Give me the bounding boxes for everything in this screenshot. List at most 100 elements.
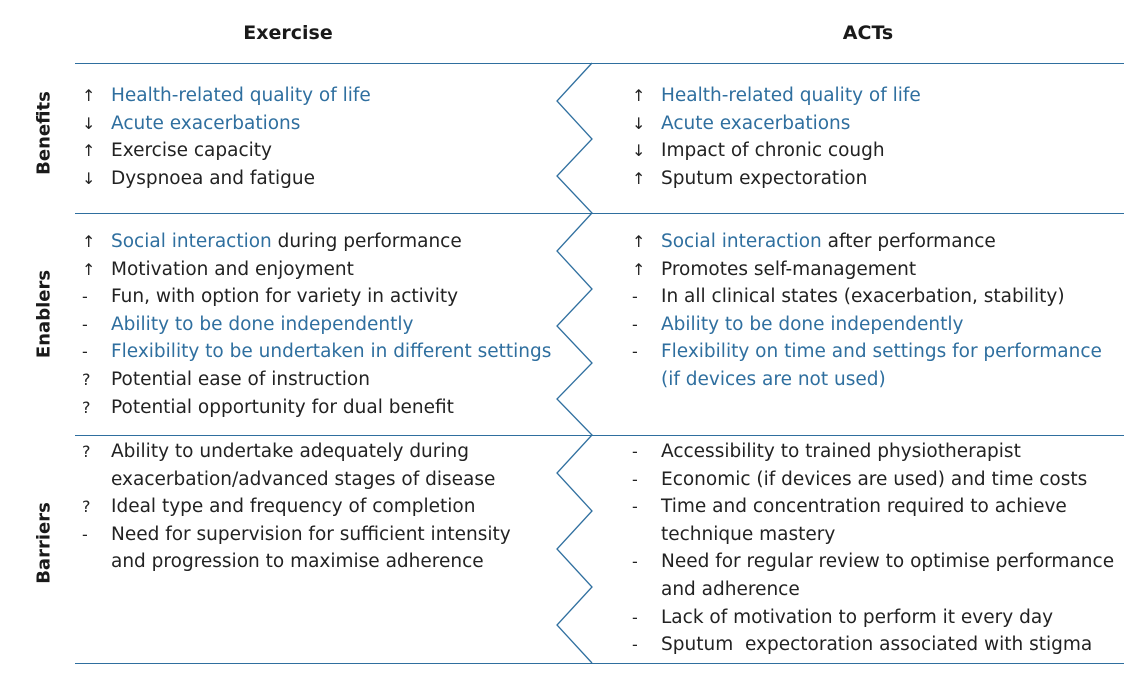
item-marker: - — [632, 287, 638, 307]
item-highlight-text: Social interaction — [661, 231, 822, 252]
list-item: - Accessibility to trained physiotherapis… — [630, 438, 1114, 466]
item-text: Motivation and enjoyment — [111, 258, 354, 280]
list-item: - Flexibility on time and settings for pe… — [630, 338, 1102, 366]
list-item: ? Ideal type and frequency of completion — [80, 493, 511, 521]
item-highlight-text: Health-related quality of life — [111, 85, 371, 106]
item-marker: - — [632, 314, 638, 334]
list-item: ↑ Promotes self-management — [630, 256, 1102, 284]
item-text: and progression to maximise adherence — [111, 551, 484, 573]
item-text: exacerbation/advanced stages of disease — [111, 468, 496, 490]
enablers-acts-list: ↑ Social interaction after performance ↑ Pr… — [630, 228, 1102, 394]
list-item: exacerbation/advanced stages of disease — [80, 466, 511, 494]
item-marker: ? — [82, 397, 91, 417]
item-text: technique mastery — [661, 523, 836, 545]
item-text: Ideal type and frequency of completion — [111, 496, 476, 518]
item-text: Fun, with option for variety in activity — [111, 286, 459, 308]
item-highlight-text: Social interaction — [111, 231, 272, 252]
list-item: - Time and concentration required to achi… — [630, 493, 1114, 521]
list-item: ↑ Health-related quality of life — [630, 82, 921, 110]
list-item: ↑ Social interaction during performance — [80, 228, 551, 256]
list-item: - Need for regular review to optimise per… — [630, 548, 1114, 576]
list-item: ? Potential ease of instruction — [80, 366, 551, 394]
item-marker: ↓ — [632, 113, 646, 133]
list-item: - Sputum expectoration associated with st… — [630, 631, 1114, 659]
item-marker: ↓ — [82, 168, 96, 188]
rule-benefits-enablers — [75, 213, 1124, 214]
item-highlight-text: Acute exacerbations — [661, 112, 851, 134]
item-marker: - — [82, 524, 88, 544]
item-marker: ? — [82, 497, 91, 517]
list-item: - Lack of motivation to perform it every … — [630, 604, 1114, 632]
item-marker: ? — [82, 369, 91, 389]
list-item: - Flexibility to be undertaken in differe… — [80, 338, 551, 366]
list-item: - Ability to be done independently — [80, 311, 551, 339]
item-text: and adherence — [661, 578, 800, 600]
list-item: - In all clinical states (exacerbation, s… — [630, 283, 1102, 311]
column-header-exercise: Exercise — [243, 22, 333, 44]
list-item: ↑ Social interaction after performance — [630, 228, 1102, 256]
list-item: - Ability to be done independently — [630, 311, 1102, 339]
row-label-barriers: Barriers — [33, 502, 55, 584]
item-marker: ↓ — [82, 113, 96, 133]
item-text: during performance — [271, 231, 462, 252]
barriers-acts-list: - Accessibility to trained physiotherapis… — [630, 438, 1114, 659]
item-marker: - — [632, 497, 638, 517]
benefits-acts-list: ↑ Health-related quality of life ↓ Acute ex… — [630, 82, 921, 192]
list-item: ? Ability to undertake adequately during — [80, 438, 511, 466]
item-marker: ↑ — [632, 259, 646, 279]
item-text: after performance — [821, 231, 996, 252]
item-text: Accessibility to trained physiotherapist — [661, 441, 1021, 462]
list-item: and adherence — [630, 576, 1114, 604]
item-marker: - — [632, 442, 638, 461]
row-label-enablers: Enablers — [33, 269, 55, 359]
list-item: - Fun, with option for variety in activit… — [80, 283, 551, 311]
item-marker: ? — [82, 442, 91, 461]
item-marker: - — [82, 342, 88, 362]
item-text: Potential ease of instruction — [111, 368, 370, 390]
list-item: - Need for supervision for sufficient int… — [80, 521, 511, 549]
list-item: ↑ Motivation and enjoyment — [80, 256, 551, 284]
item-text: Sputum expectoration associated with sti… — [661, 634, 1093, 656]
rule-enablers-barriers — [75, 435, 1124, 436]
item-marker: ↑ — [632, 86, 646, 105]
list-item: ↓ Acute exacerbations — [630, 110, 921, 138]
item-text: Ability to undertake adequately during — [111, 441, 469, 462]
list-item: ↓ Acute exacerbations — [80, 110, 371, 138]
list-item: technique mastery — [630, 521, 1114, 549]
list-item: and progression to maximise adherence — [80, 548, 511, 576]
item-highlight-text: Ability to be done independently — [111, 313, 414, 335]
item-text: Sputum expectoration — [661, 167, 868, 189]
item-marker: ↑ — [82, 259, 96, 279]
item-text: Dyspnoea and fatigue — [111, 167, 315, 189]
list-item: ↓ Impact of chronic cough — [630, 137, 921, 165]
item-text: Lack of motivation to perform it every d… — [661, 606, 1054, 628]
item-marker: - — [632, 342, 638, 362]
item-text: Exercise capacity — [111, 140, 272, 162]
item-highlight-text: Acute exacerbations — [111, 112, 301, 134]
item-text: Economic (if devices are used) and time … — [661, 468, 1088, 490]
list-item: (if devices are not used) — [630, 366, 1102, 394]
benefits-exercise-list: ↑ Health-related quality of life ↓ Acute ex… — [80, 82, 371, 192]
item-marker: - — [632, 469, 638, 489]
item-marker: ↑ — [82, 86, 96, 105]
item-text: In all clinical states (exacerbation, st… — [661, 286, 1065, 308]
column-header-acts: ACTs — [842, 22, 894, 44]
item-highlight-text: Health-related quality of life — [661, 85, 921, 106]
item-marker: ↑ — [632, 168, 646, 188]
list-item: ↑ Health-related quality of life — [80, 82, 371, 110]
rule-bottom — [75, 663, 1124, 664]
item-marker: - — [632, 552, 638, 572]
item-highlight-text: Flexibility to be undertaken in differen… — [111, 341, 552, 363]
item-text: Need for regular review to optimise perf… — [661, 551, 1115, 573]
item-highlight-text: Flexibility on time and settings for per… — [661, 341, 1102, 363]
item-marker: ↓ — [632, 141, 646, 161]
item-marker: - — [632, 635, 638, 655]
item-text: Impact of chronic cough — [661, 140, 885, 162]
item-highlight-text: Ability to be done independently — [661, 313, 964, 335]
list-item: ? Potential opportunity for dual benefit — [80, 394, 551, 422]
item-marker: ↑ — [82, 141, 96, 161]
list-item: ↓ Dyspnoea and fatigue — [80, 165, 371, 193]
list-item: - Economic (if devices are used) and time… — [630, 466, 1114, 494]
list-item: ↑ Sputum expectoration — [630, 165, 921, 193]
